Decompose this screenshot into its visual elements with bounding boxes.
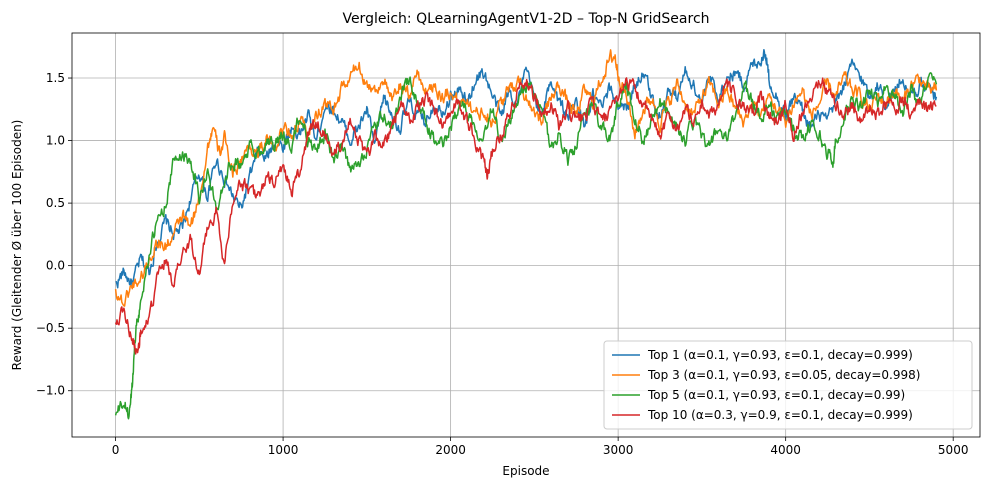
- axes-frame: [71, 32, 981, 438]
- y-axis-label: Reward (Gleitender Ø über 100 Episoden): [10, 120, 24, 371]
- y-tick-label: 0.0: [46, 259, 65, 273]
- legend-entry-label: Top 10 (α=0.3, γ=0.9, ε=0.1, decay=0.999…: [647, 408, 913, 422]
- tick-marks: 0 1000 2000 3000 4000 5000 −1.0 −0.5 0.0 0.5 1.0 1.…: [36, 71, 969, 457]
- series-line-4: [114, 77, 937, 355]
- y-tick-label: −0.5: [36, 321, 65, 335]
- chart-title: Vergleich: QLearningAgentV1-2D – Top-N G…: [342, 11, 709, 27]
- legend-entry-label: Top 1 (α=0.1, γ=0.93, ε=0.1, decay=0.999…: [647, 348, 913, 362]
- x-tick-label: 3000: [603, 443, 634, 457]
- y-tick-label: 1.5: [46, 71, 65, 85]
- series-line-1: [115, 48, 938, 289]
- x-tick-label: 0: [112, 443, 120, 457]
- legend: Top 1 (α=0.1, γ=0.93, ε=0.1, decay=0.999…: [603, 340, 973, 430]
- x-tick-label: 4000: [770, 443, 801, 457]
- legend-entry-label: Top 5 (α=0.1, γ=0.93, ε=0.1, decay=0.99): [647, 388, 905, 402]
- x-axis-label: Episode: [502, 464, 549, 478]
- x-tick-label: 5000: [938, 443, 969, 457]
- legend-entry-label: Top 3 (α=0.1, γ=0.93, ε=0.05, decay=0.99…: [647, 368, 920, 382]
- series-line-2: [114, 49, 938, 307]
- x-tick-label: 1000: [268, 443, 299, 457]
- y-tick-label: −1.0: [36, 384, 65, 398]
- y-tick-label: 1.0: [46, 134, 65, 148]
- y-tick-label: 0.5: [46, 196, 65, 210]
- axes: [71, 32, 981, 438]
- x-tick-label: 2000: [435, 443, 466, 457]
- series-lines: [114, 48, 938, 420]
- legend-box: [603, 340, 973, 430]
